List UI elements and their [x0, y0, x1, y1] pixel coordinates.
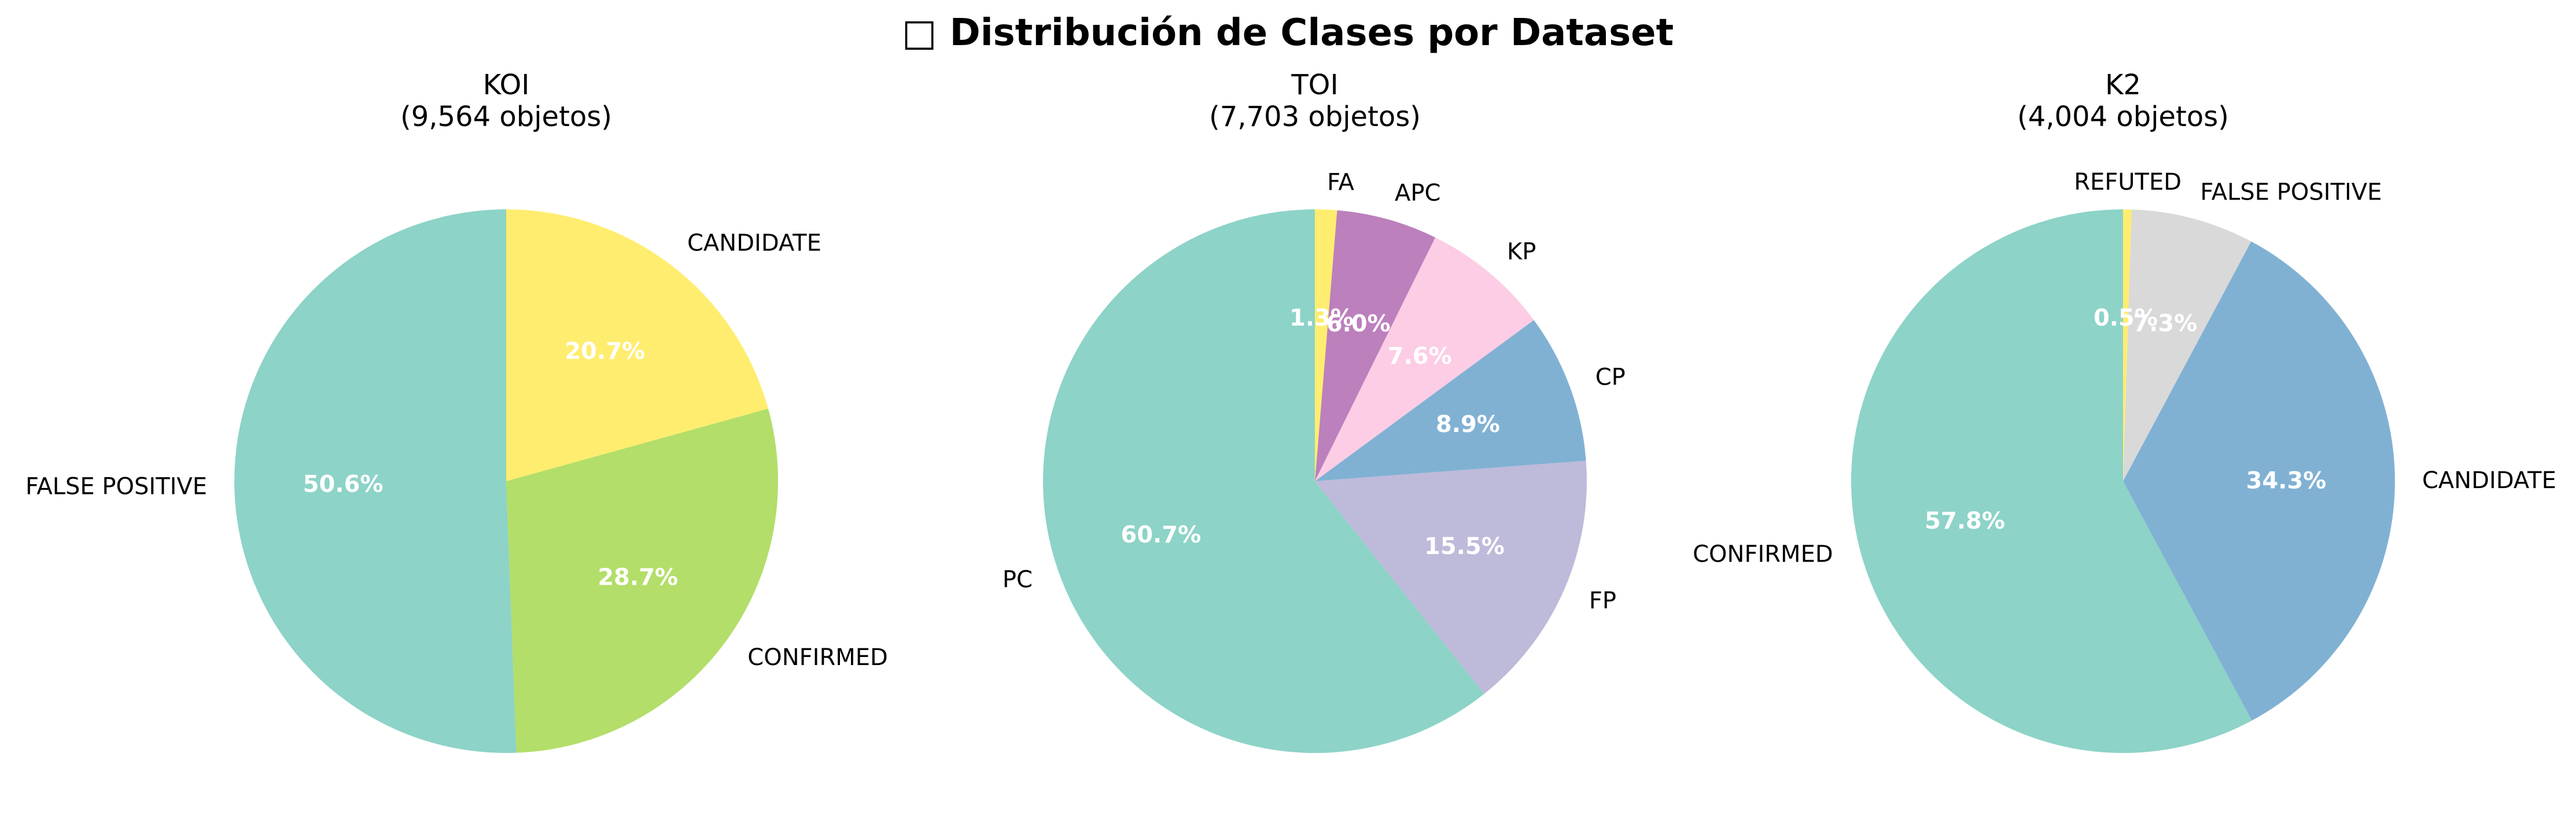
pie-koi-slice-candidate: [506, 209, 768, 481]
pie-toi-percent-apc: 6.0%: [1326, 311, 1391, 337]
pie-toi-labels: PC 60.7% FP 15.5% CP 8.9% KP 7.6% APC 6.0% FA 1.3%: [1003, 169, 1626, 614]
pie-koi-label-candidate: CANDIDATE: [687, 230, 821, 257]
pie-toi-slice-kp: [1315, 237, 1534, 481]
pie-koi: KOI (9,564 objetos) FALSE POSITIVE 50.6% C…: [25, 69, 888, 753]
pie-toi-percent-pc: 60.7%: [1121, 522, 1201, 548]
pie-toi-percent-fa: 1.3%: [1289, 305, 1354, 331]
pie-k2-label-confirmed: CONFIRMED: [1693, 541, 1833, 567]
pie-toi-slice-pc: [1042, 209, 1484, 753]
pie-toi-percent-kp: 7.6%: [1388, 343, 1452, 370]
pie-koi-percent-false-positive: 50.6%: [303, 471, 384, 497]
pie-koi-percent-confirmed: 28.7%: [598, 564, 678, 590]
pie-koi-label-confirmed: CONFIRMED: [747, 644, 888, 671]
pie-koi-labels: FALSE POSITIVE 50.6% CONFIRMED 28.7% CANDIDA…: [25, 230, 888, 671]
pie-toi: TOI (7,703 objetos) PC 60.7% FP 15.5% CP 8.9%…: [1003, 69, 1626, 753]
pie-toi-label-kp: KP: [1507, 239, 1536, 265]
pie-toi-title: TOI: [1291, 69, 1338, 101]
pie-toi-label-cp: CP: [1595, 364, 1626, 390]
pie-k2-label-candidate: CANDIDATE: [2422, 467, 2556, 494]
pie-k2: K2 (4,004 objetos) CONFIRMED 57.8% CANDIDA…: [1693, 69, 2556, 754]
pie-koi-percent-candidate: 20.7%: [565, 338, 645, 365]
figure-title: □ Distribución de Clases por Dataset: [902, 12, 1674, 54]
pie-k2-percent-refuted: 0.5%: [2094, 305, 2158, 331]
pie-toi-percent-cp: 8.9%: [1436, 411, 1500, 438]
pie-toi-slice-fp: [1315, 460, 1587, 694]
pie-koi-title: KOI: [483, 69, 530, 101]
pie-k2-slice-refuted: [2123, 209, 2132, 481]
pie-toi-subtitle: (7,703 objetos): [1209, 101, 1421, 133]
pie-k2-percent-confirmed: 57.8%: [1925, 508, 2005, 534]
pie-koi-slice-confirmed: [506, 408, 778, 753]
pie-k2-title: K2: [2105, 69, 2141, 101]
pie-koi-subtitle: (9,564 objetos): [400, 101, 612, 133]
pie-toi-label-fp: FP: [1589, 588, 1616, 614]
pie-toi-label-apc: APC: [1395, 180, 1440, 206]
pie-k2-slice-confirmed: [1851, 209, 2252, 754]
pie-koi-slice-false-positive: [234, 209, 517, 753]
pie-koi-slices: [234, 209, 778, 753]
pie-k2-label-refuted: REFUTED: [2074, 169, 2181, 195]
pie-k2-percent-candidate: 34.3%: [2246, 468, 2327, 494]
pie-k2-slice-false-positive: [2123, 209, 2251, 481]
pie-k2-slices: [1851, 209, 2396, 754]
pie-toi-percent-fp: 15.5%: [1424, 533, 1505, 560]
pie-toi-slice-fa: [1315, 209, 1337, 481]
pie-toi-slice-cp: [1315, 320, 1586, 481]
pie-toi-slices: [1042, 209, 1587, 753]
pie-k2-percent-false-positive: 7.3%: [2133, 311, 2197, 337]
pie-k2-label-false-positive: FALSE POSITIVE: [2200, 179, 2382, 206]
pie-toi-label-pc: PC: [1003, 567, 1033, 593]
pie-toi-slice-apc: [1315, 210, 1436, 481]
pie-k2-subtitle: (4,004 objetos): [2017, 101, 2229, 133]
pie-k2-slice-candidate: [2123, 241, 2396, 721]
pie-k2-labels: CONFIRMED 57.8% CANDIDATE 34.3% FALSE POSITI…: [1693, 169, 2556, 567]
pie-koi-label-false-positive: FALSE POSITIVE: [25, 474, 207, 500]
pie-toi-label-fa: FA: [1327, 169, 1354, 195]
